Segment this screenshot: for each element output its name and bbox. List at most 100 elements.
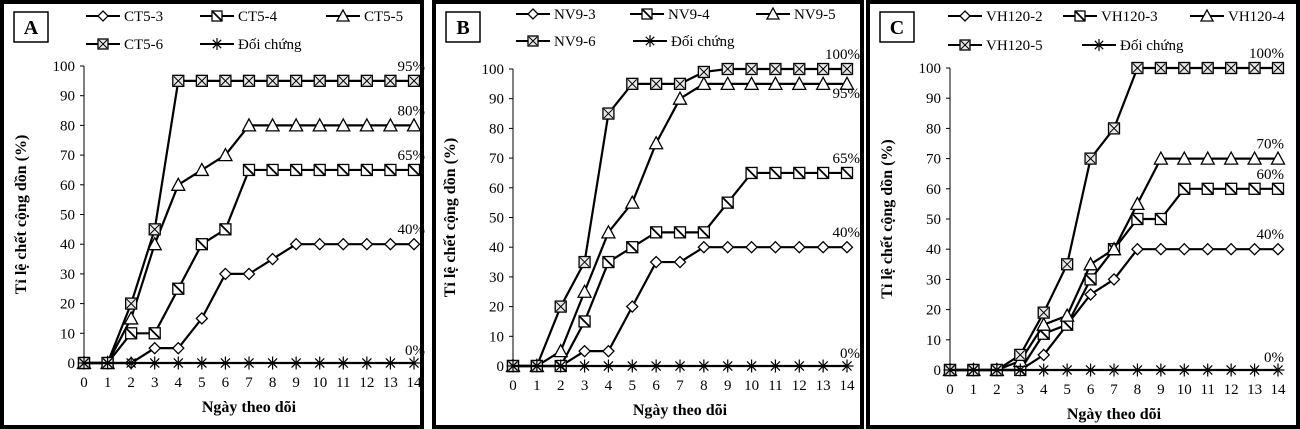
data-point-x2: [197, 75, 207, 86]
data-point-x2: [1015, 350, 1026, 360]
data-point: [554, 300, 567, 313]
data-point-shape: [217, 147, 234, 162]
annotation-label: 65%: [398, 148, 426, 164]
x-tick-label: 5: [1063, 382, 1071, 398]
series-2: [77, 163, 421, 370]
x-tick-label: 13: [1247, 382, 1262, 398]
x-tick-label: 0: [946, 382, 954, 398]
data-point-shape: [672, 90, 688, 105]
data-point: [745, 240, 758, 254]
data-point: [313, 356, 327, 370]
data-point: [124, 356, 138, 370]
data-point-shape: [720, 75, 736, 90]
data-point-shape: [1131, 242, 1144, 256]
data-point: [1082, 256, 1099, 271]
data-point: [1107, 122, 1121, 135]
data-point: [266, 163, 279, 177]
panel-letter-box: [879, 11, 915, 43]
data-point-slash: [1131, 212, 1144, 226]
data-point-d: [149, 358, 160, 368]
y-tick-label: 20: [60, 297, 75, 313]
y-tick-label: 30: [926, 272, 941, 288]
data-point-x2: [338, 75, 349, 86]
data-point-d: [1179, 365, 1190, 375]
data-point-d: [291, 358, 302, 368]
legend-marker-shape: [765, 6, 781, 20]
data-point: [219, 74, 232, 87]
data-point: [1059, 307, 1075, 322]
legend-entry: CT5-3: [86, 9, 163, 25]
y-tick-label: 40: [926, 242, 941, 258]
data-point-slash: [745, 166, 758, 180]
data-point-slash: [840, 166, 854, 180]
x-tick-label: 10: [1177, 382, 1192, 398]
data-point-shape: [553, 343, 569, 358]
annotation-label: 100%: [1249, 46, 1284, 62]
data-point-d: [79, 358, 89, 368]
data-point-d: [196, 358, 207, 368]
data-point: [337, 163, 350, 177]
data-point-x2: [1156, 63, 1166, 73]
data-point-d: [508, 361, 518, 371]
data-point: [170, 176, 186, 191]
x-axis-title: Ngày theo dõi: [202, 399, 297, 416]
data-point-slash: [242, 163, 256, 177]
data-point: [148, 223, 161, 236]
series-5: [506, 359, 854, 373]
data-point-shape: [1200, 150, 1216, 165]
data-point-shape: [382, 117, 399, 132]
data-point: [721, 359, 735, 373]
data-point: [1154, 61, 1168, 75]
data-point-shape: [313, 237, 327, 251]
y-axis-title: Tỉ lệ chết cộng dồn (%): [13, 135, 30, 295]
x-tick-label: 1: [970, 382, 978, 398]
legend-marker: [211, 38, 223, 50]
panel-letter-text: B: [456, 17, 469, 39]
data-point: [745, 359, 759, 373]
legend-marker: [527, 35, 539, 47]
data-point-shape: [1246, 150, 1263, 165]
data-point-slash: [697, 226, 710, 239]
data-point-x2: [385, 75, 396, 86]
x-tick-label: 9: [724, 378, 732, 394]
data-point-shape: [123, 310, 139, 325]
data-point-slash: [1084, 273, 1097, 286]
panel-letter: A: [13, 11, 49, 43]
data-point: [1223, 150, 1239, 165]
legend-marker: [1074, 10, 1086, 22]
data-point: [289, 74, 303, 87]
data-point-x2: [603, 108, 614, 119]
data-point-shape: [840, 240, 854, 254]
panel-frame: [432, 0, 864, 429]
data-point: [266, 252, 279, 266]
legend-label: CT5-4: [238, 9, 278, 25]
data-point-slash: [1178, 182, 1191, 195]
data-point: [1271, 182, 1285, 195]
x-tick-label: 5: [198, 375, 206, 391]
data-point-d: [361, 358, 372, 368]
data-point-d: [627, 361, 638, 371]
data-point-d: [531, 361, 542, 371]
data-point-d: [126, 358, 137, 368]
x-tick-label: 10: [312, 375, 327, 391]
legend-marker-shape: [527, 8, 539, 20]
data-point-x2: [149, 224, 160, 235]
annotation-label: 40%: [398, 222, 426, 238]
data-point: [217, 147, 234, 162]
legend-entry: NV9-6: [516, 34, 596, 50]
data-point: [791, 75, 807, 90]
data-point: [720, 75, 736, 90]
data-point-shape: [839, 75, 855, 90]
data-point: [124, 297, 138, 310]
data-point-slash: [1225, 182, 1238, 195]
data-point-slash: [266, 163, 279, 177]
data-point-d: [675, 361, 685, 371]
x-tick-label: 9: [292, 375, 300, 391]
y-tick-label: 60: [489, 181, 504, 197]
y-tick-label: 100: [482, 62, 505, 78]
data-point-shape: [264, 117, 281, 132]
data-point: [1084, 288, 1097, 301]
data-point: [1224, 242, 1238, 256]
data-point: [383, 356, 397, 370]
x-tick-label: 0: [80, 375, 88, 391]
